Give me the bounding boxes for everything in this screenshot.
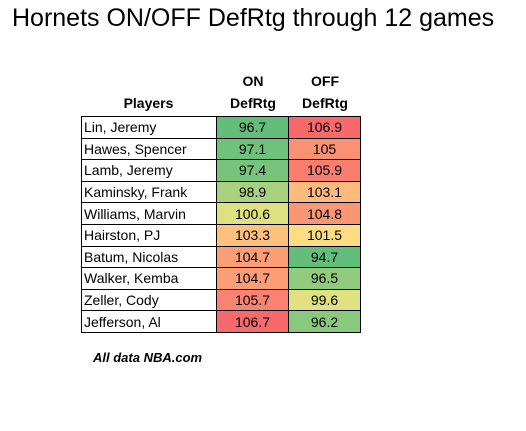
off-column-header-line2: DefRtg [302, 95, 348, 111]
table-row: Walker, Kemba 104.7 96.5 [81, 267, 361, 290]
defrtg-table: Lin, Jeremy 96.7 106.9 Hawes, Spencer 97.1 10… [81, 116, 361, 333]
table-row: Zeller, Cody 105.7 99.6 [81, 288, 361, 312]
player-name-cell: Lamb, Jeremy [81, 159, 217, 182]
off-defrtg-cell: 105 [288, 137, 361, 161]
off-defrtg-cell: 105.9 [288, 159, 361, 182]
table-row: Hawes, Spencer 97.1 105 [81, 137, 361, 161]
off-column-header-line1: OFF [311, 73, 339, 89]
on-defrtg-cell: 103.3 [216, 223, 289, 247]
player-name-cell: Hawes, Spencer [81, 137, 217, 161]
table-row: Hairston, PJ 103.3 101.5 [81, 223, 361, 247]
off-defrtg-cell: 104.8 [288, 202, 361, 225]
off-defrtg-cell: 96.5 [288, 267, 361, 290]
player-name-cell: Williams, Marvin [81, 202, 217, 225]
player-name-cell: Hairston, PJ [81, 223, 217, 247]
on-column-header-line2: DefRtg [230, 95, 276, 111]
on-defrtg-cell: 98.9 [216, 180, 289, 204]
defrtg-table-body: Lin, Jeremy 96.7 106.9 Hawes, Spencer 97.1 10… [81, 116, 361, 333]
player-name-cell: Lin, Jeremy [81, 116, 217, 139]
on-defrtg-cell: 105.7 [216, 288, 289, 312]
on-defrtg-cell: 100.6 [216, 202, 289, 225]
on-defrtg-cell: 104.7 [216, 245, 289, 269]
off-defrtg-cell: 101.5 [288, 223, 361, 247]
on-defrtg-cell: 97.1 [216, 137, 289, 161]
player-name-cell: Walker, Kemba [81, 267, 217, 290]
on-defrtg-cell: 96.7 [216, 116, 289, 139]
on-defrtg-cell: 106.7 [216, 310, 289, 333]
off-defrtg-cell: 94.7 [288, 245, 361, 269]
off-defrtg-cell: 99.6 [288, 288, 361, 312]
off-defrtg-cell: 103.1 [288, 180, 361, 204]
player-name-cell: Jefferson, Al [81, 310, 217, 333]
table-row: Williams, Marvin 100.6 104.8 [81, 202, 361, 225]
players-column-header: Players [123, 95, 174, 111]
chart-title: Hornets ON/OFF DefRtg through 12 games [12, 4, 495, 32]
source-footnote: All data NBA.com [93, 350, 203, 365]
player-name-cell: Zeller, Cody [81, 288, 217, 312]
table-row: Lamb, Jeremy 97.4 105.9 [81, 159, 361, 182]
table-row: Kaminsky, Frank 98.9 103.1 [81, 180, 361, 204]
table-row: Batum, Nicolas 104.7 94.7 [81, 245, 361, 269]
player-name-cell: Kaminsky, Frank [81, 180, 217, 204]
table-row: Lin, Jeremy 96.7 106.9 [81, 116, 361, 139]
off-defrtg-cell: 106.9 [288, 116, 361, 139]
on-defrtg-cell: 97.4 [216, 159, 289, 182]
off-defrtg-cell: 96.2 [288, 310, 361, 333]
on-defrtg-cell: 104.7 [216, 267, 289, 290]
player-name-cell: Batum, Nicolas [81, 245, 217, 269]
on-column-header-line1: ON [242, 73, 264, 89]
table-row: Jefferson, Al 106.7 96.2 [81, 310, 361, 333]
